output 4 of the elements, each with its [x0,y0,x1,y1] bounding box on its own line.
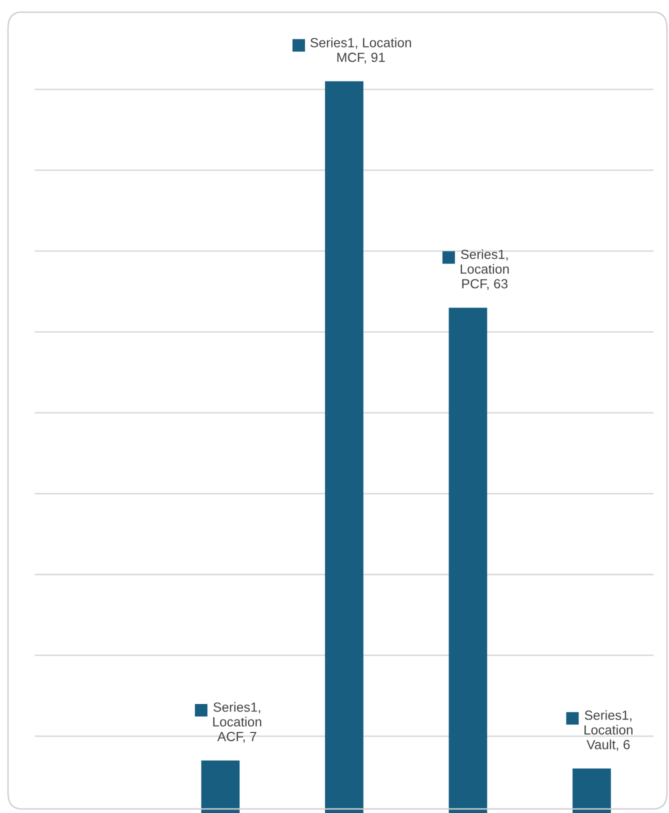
data-label: Series1, Location PCF, 63 [460,249,509,290]
data-label: Series1, Location ACF, 7 [213,702,262,743]
data-label: Series1, Location Vault, 6 [584,710,632,751]
data-label: Series1, Location MCF, 91 [310,38,411,64]
